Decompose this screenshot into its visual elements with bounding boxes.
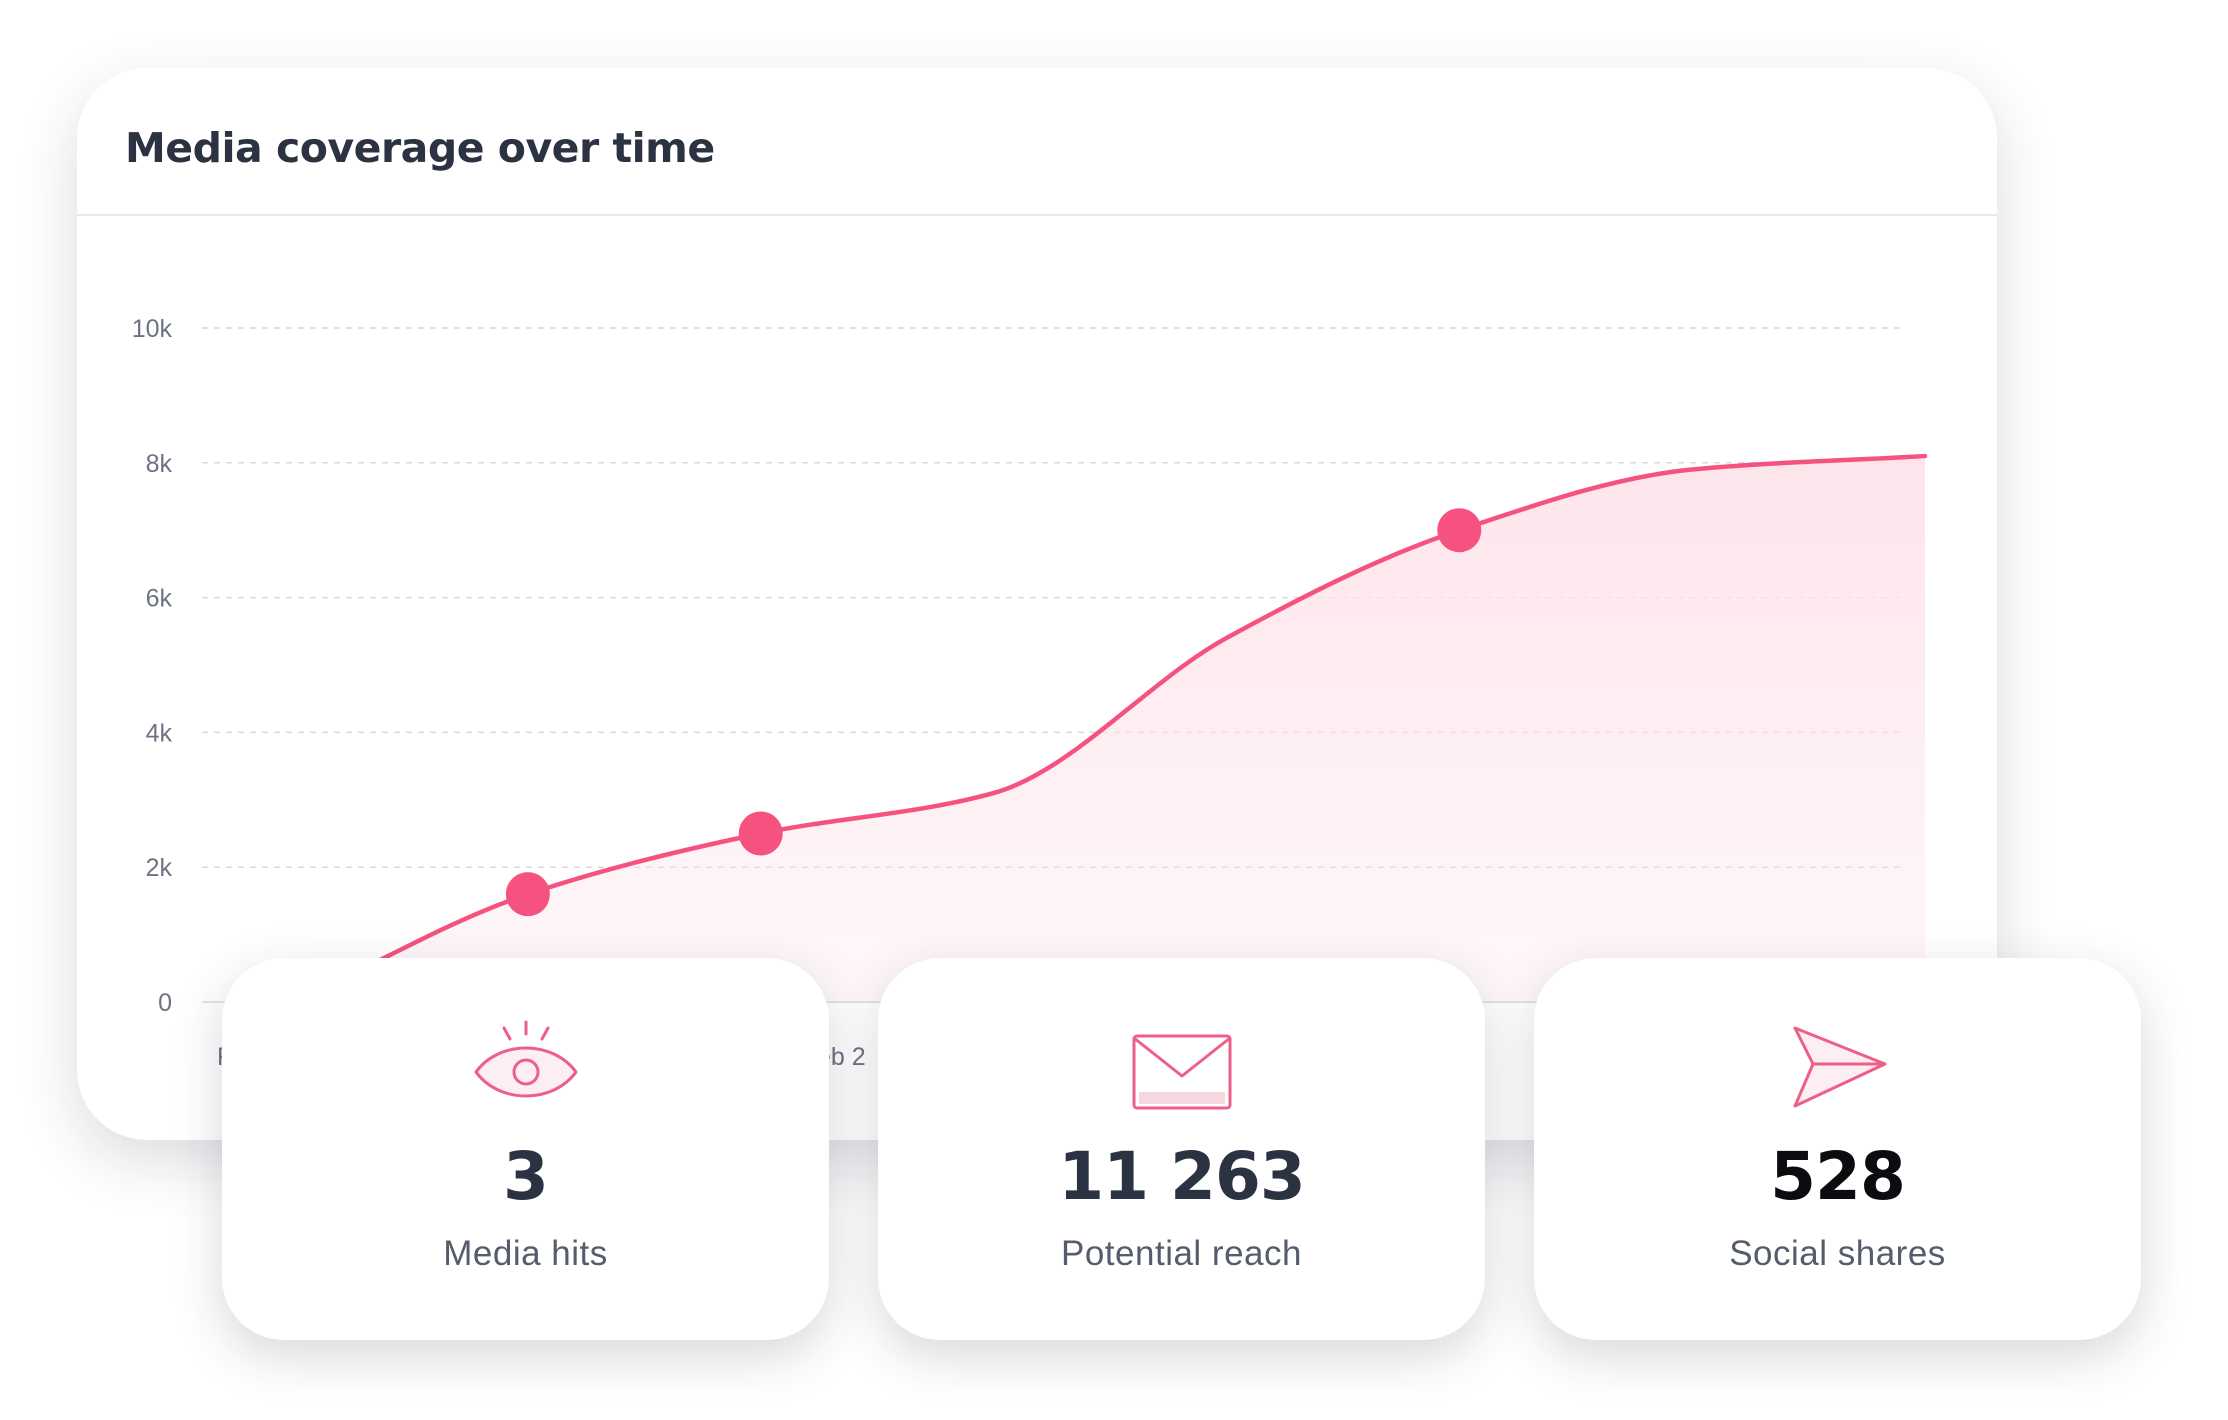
y-tick-label: 4k	[146, 719, 173, 747]
data-point[interactable]	[1437, 508, 1482, 553]
stat-label: Social shares	[1729, 1234, 1946, 1273]
stat-value: 528	[1770, 1138, 1906, 1215]
data-points	[505, 508, 1482, 917]
stat-label: Potential reach	[1061, 1234, 1302, 1273]
paper-plane-icon	[1793, 1026, 1886, 1108]
chart-divider	[77, 214, 1997, 216]
data-point[interactable]	[505, 872, 550, 917]
y-tick-label: 6k	[146, 585, 173, 613]
chart-title: Media coverage over time	[125, 124, 715, 172]
y-tick-label: 8k	[146, 450, 173, 478]
stat-card-media-hits: 3 Media hits	[222, 958, 829, 1340]
stat-value: 11 263	[1058, 1138, 1306, 1215]
y-axis-labels: 0 2k 4k 6k 8k 10k	[132, 315, 173, 1017]
stat-label: Media hits	[443, 1234, 608, 1273]
stat-card-potential-reach: 11 263 Potential reach	[878, 958, 1485, 1340]
y-tick-label: 0	[158, 989, 172, 1017]
data-point[interactable]	[738, 811, 783, 856]
stat-value: 3	[503, 1138, 549, 1215]
coverage-area	[295, 456, 1925, 1002]
y-tick-label: 10k	[132, 315, 173, 343]
stat-card-social-shares: 528 Social shares	[1534, 958, 2141, 1340]
y-tick-label: 2k	[146, 854, 173, 882]
envelope-icon	[1132, 1034, 1231, 1110]
coverage-line	[292, 453, 1928, 1005]
eye-icon	[474, 1020, 577, 1098]
